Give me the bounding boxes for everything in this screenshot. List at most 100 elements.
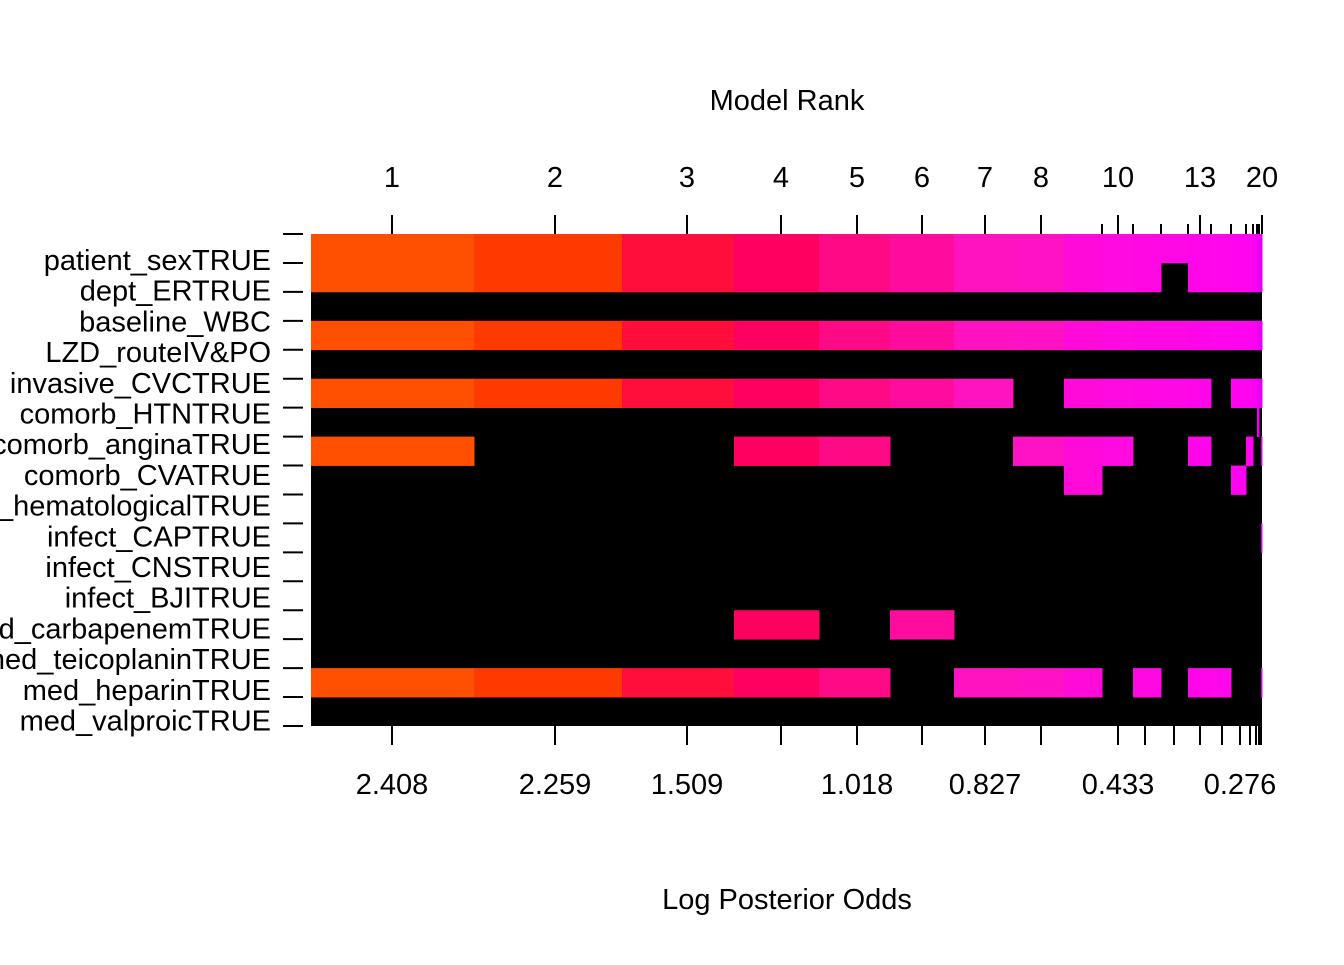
inclusion-cell xyxy=(311,436,475,466)
inclusion-cell xyxy=(734,436,820,466)
inclusion-cell xyxy=(1253,320,1258,351)
inclusion-cell xyxy=(734,234,820,264)
inclusion-cell xyxy=(954,668,1014,698)
odds-tick-label: 2.408 xyxy=(356,769,429,801)
inclusion-cell xyxy=(1253,262,1258,293)
rank-tick-label: 8 xyxy=(1033,162,1049,194)
rank-tick-label: 1 xyxy=(384,162,400,194)
inclusion-cell xyxy=(1064,436,1103,466)
inclusion-cell xyxy=(311,320,475,351)
inclusion-cell xyxy=(1257,378,1260,409)
inclusion-cell xyxy=(1102,320,1134,351)
inclusion-cell xyxy=(1231,234,1247,264)
inclusion-cell xyxy=(1013,234,1065,264)
inclusion-cell xyxy=(1188,436,1212,466)
inclusion-cell xyxy=(1246,262,1254,293)
variable-label: baseline_WBC xyxy=(79,306,271,338)
top-axis: 1 2 3 4 5 6 7 8 10 13 20 xyxy=(384,162,1278,234)
inclusion-cell xyxy=(1102,378,1134,409)
inclusion-cell xyxy=(1188,262,1212,293)
bottom-axis: 2.408 2.259 1.509 1.018 0.827 0.433 0.276 xyxy=(356,726,1277,801)
inclusion-cell xyxy=(1257,234,1260,264)
left-axis: patient_sexTRUEdept_ERTRUEbaseline_WBCLZ… xyxy=(0,233,303,738)
rank-tick-label: 10 xyxy=(1102,162,1134,194)
inclusion-cell xyxy=(1013,668,1065,698)
inclusion-cell xyxy=(1259,262,1262,293)
variable-label: infect_CNSTRUE xyxy=(45,552,271,584)
variable-label: comorb_hematologicalTRUE xyxy=(0,491,271,523)
inclusion-cell xyxy=(1259,320,1262,351)
inclusion-cell xyxy=(1064,320,1103,351)
inclusion-cell xyxy=(474,378,623,409)
inclusion-cell xyxy=(1064,262,1103,293)
inclusion-cell xyxy=(734,320,820,351)
inclusion-cell xyxy=(311,262,475,293)
inclusion-cell xyxy=(1133,668,1162,698)
inclusion-cell xyxy=(1246,436,1254,466)
inclusion-cell xyxy=(1102,234,1134,264)
inclusion-cell xyxy=(474,668,623,698)
inclusion-cell xyxy=(890,610,955,640)
odds-tick-label: 1.018 xyxy=(821,769,894,801)
inclusion-cell xyxy=(1064,378,1103,409)
inclusion-cell xyxy=(819,262,891,293)
odds-tick-label: 0.433 xyxy=(1082,769,1155,801)
rank-tick-label: 5 xyxy=(849,162,865,194)
inclusion-cell xyxy=(734,378,820,409)
rank-tick-label: 4 xyxy=(773,162,789,194)
variable-label: patient_sexTRUE xyxy=(44,245,271,277)
rank-tick-label: 13 xyxy=(1184,162,1216,194)
variable-label: med_heparinTRUE xyxy=(23,675,271,707)
inclusion-cell xyxy=(622,262,735,293)
inclusion-cell xyxy=(1231,378,1247,409)
variable-label: dept_ERTRUE xyxy=(80,276,271,308)
inclusion-cell xyxy=(954,234,1014,264)
inclusion-cell xyxy=(1261,320,1263,351)
variable-label: med_teicoplaninTRUE xyxy=(0,644,271,676)
rank-tick-label: 3 xyxy=(679,162,695,194)
inclusion-cell xyxy=(1261,378,1263,409)
rank-tick-label: 2 xyxy=(547,162,563,194)
inclusion-cell xyxy=(1261,668,1263,698)
inclusion-cell xyxy=(819,668,891,698)
odds-tick-label: 0.276 xyxy=(1204,769,1277,801)
inclusion-cell xyxy=(890,262,955,293)
variable-label: LZD_routeIV&PO xyxy=(45,337,271,369)
inclusion-cell xyxy=(1253,234,1258,264)
inclusion-cell xyxy=(1257,320,1260,351)
plot-background xyxy=(311,234,1262,726)
inclusion-cell xyxy=(1133,262,1162,293)
inclusion-cell xyxy=(1133,320,1162,351)
inclusion-cell xyxy=(819,320,891,351)
inclusion-cell xyxy=(311,668,475,698)
inclusion-cell xyxy=(734,610,820,640)
inclusion-cell xyxy=(1231,320,1247,351)
inclusion-cell xyxy=(1231,465,1247,495)
variable-label: infect_BJITRUE xyxy=(65,583,271,615)
inclusion-cell xyxy=(622,378,735,409)
inclusion-cell xyxy=(1064,234,1103,264)
inclusion-cell xyxy=(1161,234,1189,264)
rank-tick-label: 6 xyxy=(914,162,930,194)
inclusion-cell xyxy=(1231,262,1247,293)
inclusion-cell xyxy=(1064,465,1103,495)
inclusion-cell xyxy=(819,234,891,264)
inclusion-cell xyxy=(1211,234,1232,264)
inclusion-cell xyxy=(1211,320,1232,351)
inclusion-cell xyxy=(474,262,623,293)
inclusion-cell xyxy=(1261,436,1263,466)
odds-tick-label: 1.509 xyxy=(651,769,724,801)
inclusion-cell xyxy=(1102,436,1134,466)
variable-label: med_valproicTRUE xyxy=(20,706,271,738)
inclusion-cell xyxy=(1013,320,1065,351)
inclusion-cell xyxy=(1261,234,1263,264)
inclusion-cell xyxy=(1257,407,1260,437)
variable-label: comorb_anginaTRUE xyxy=(0,429,271,461)
inclusion-cell xyxy=(1261,262,1263,293)
inclusion-cell xyxy=(1211,668,1232,698)
inclusion-cell xyxy=(1102,262,1134,293)
inclusion-cell xyxy=(311,378,475,409)
inclusion-cell xyxy=(1253,378,1258,409)
inclusion-cell xyxy=(1013,262,1065,293)
inclusion-cell xyxy=(1188,668,1212,698)
